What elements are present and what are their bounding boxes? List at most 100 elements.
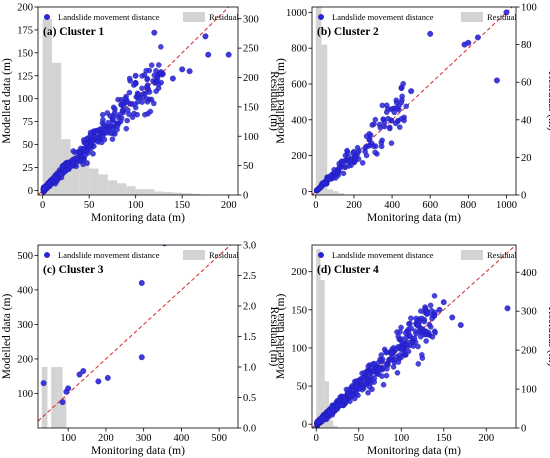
y2-tick-label: 300: [521, 307, 537, 318]
data-point: [457, 322, 464, 329]
data-point: [365, 363, 372, 370]
data-point: [423, 310, 430, 317]
plot-area: [38, 7, 232, 195]
data-point: [119, 108, 126, 114]
data-point: [126, 75, 133, 82]
residual-bar: [315, 7, 322, 195]
data-point: [110, 117, 116, 123]
data-point: [134, 111, 140, 118]
data-point: [383, 372, 390, 379]
residual-bar: [41, 367, 48, 428]
data-point: [417, 333, 424, 340]
y-axis-label: Modelled data (m): [275, 58, 287, 144]
data-point: [145, 86, 151, 92]
data-point: [385, 115, 391, 122]
y-tick-label: 200: [291, 267, 307, 278]
data-point: [403, 335, 409, 341]
data-point: [392, 120, 399, 127]
residual-bar: [316, 248, 321, 428]
data-point: [138, 280, 145, 286]
residual-bar: [42, 18, 52, 195]
x-tick-label: 150: [174, 200, 190, 211]
data-point: [408, 325, 414, 332]
data-point: [179, 66, 186, 73]
data-point: [461, 41, 468, 48]
data-point: [225, 51, 232, 58]
data-point: [383, 348, 389, 355]
legend-marker-scatter: [44, 252, 50, 258]
data-point: [397, 124, 403, 130]
data-point: [388, 350, 395, 357]
x-tick-label: 200: [98, 433, 114, 444]
legend-marker-residual: [183, 250, 205, 260]
data-point: [411, 335, 418, 342]
data-point: [346, 386, 352, 393]
data-point: [399, 93, 405, 100]
data-point: [429, 334, 436, 340]
x-tick-label: 600: [422, 200, 438, 211]
data-point: [335, 402, 341, 409]
y2-tick-label: 100: [243, 132, 259, 143]
data-point: [342, 397, 348, 404]
residual-bar: [163, 192, 173, 195]
y2-tick-label: 150: [243, 102, 259, 113]
x-axis-label: Monitoring data (m): [367, 445, 461, 457]
data-point: [111, 109, 118, 116]
data-point: [104, 374, 111, 381]
x-axis-label: Monitoring data (m): [91, 212, 185, 224]
data-point: [359, 160, 366, 166]
y2-tick-label: 60: [521, 78, 532, 89]
residual-bar: [107, 180, 118, 195]
data-point: [418, 308, 424, 314]
data-point: [321, 179, 328, 186]
residual-bar: [338, 193, 345, 195]
data-point: [90, 150, 96, 157]
data-point: [332, 175, 339, 181]
data-point: [118, 102, 124, 108]
legend-label-residual: Residual: [487, 250, 517, 260]
data-point: [135, 98, 141, 105]
x-tick-label: 300: [136, 433, 152, 444]
data-point: [402, 330, 409, 336]
data-point: [109, 136, 116, 142]
residual-bar: [320, 280, 325, 428]
y2-tick-label: 50: [243, 161, 254, 172]
y-axis-label: Modelled data (m): [275, 294, 287, 380]
data-point: [104, 110, 111, 116]
y-tick-label: 300: [17, 320, 33, 331]
data-point: [58, 171, 64, 177]
y-tick-label: 1000: [286, 8, 307, 19]
data-point: [449, 314, 456, 321]
data-point: [320, 414, 326, 421]
data-point: [143, 95, 150, 102]
x-tick-label: 50: [84, 200, 95, 211]
y2-axis-label: Residual (m): [268, 307, 280, 367]
data-point: [384, 366, 390, 372]
axes-frame: [37, 6, 239, 196]
data-point: [186, 68, 193, 75]
identity-line: [38, 245, 232, 422]
data-point: [59, 164, 66, 170]
data-point: [100, 117, 106, 123]
residual-bar: [62, 397, 67, 428]
x-tick-label: 0: [314, 433, 319, 444]
data-point: [315, 186, 321, 193]
data-point: [423, 338, 429, 344]
data-point: [398, 115, 405, 122]
residual-bar: [182, 193, 192, 195]
y2-tick-label: 100: [521, 385, 537, 396]
data-point: [146, 67, 153, 74]
residual-bar: [117, 183, 127, 195]
data-point: [110, 130, 116, 137]
residual-bar: [70, 150, 80, 195]
data-point: [84, 160, 90, 166]
data-point: [76, 371, 83, 378]
data-point: [205, 51, 212, 58]
chart-panel-3: 100 200 300 400 500 100 200 300 400 500 0.0 0.5 1.0 1…: [1, 241, 280, 458]
data-point: [419, 352, 425, 358]
data-point: [379, 102, 386, 109]
data-point: [80, 368, 87, 374]
data-point: [154, 73, 160, 80]
data-point: [359, 370, 365, 377]
data-point: [144, 75, 151, 82]
